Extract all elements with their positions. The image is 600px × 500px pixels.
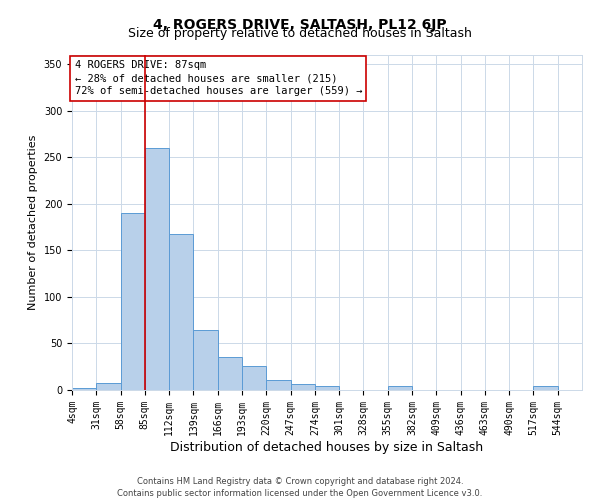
Bar [290, 384, 315, 390]
Bar [193, 330, 218, 390]
Text: 4, ROGERS DRIVE, SALTASH, PL12 6JP: 4, ROGERS DRIVE, SALTASH, PL12 6JP [153, 18, 447, 32]
Bar [72, 388, 96, 390]
Bar [96, 382, 121, 390]
Bar [145, 148, 169, 390]
Bar [315, 386, 339, 390]
Text: 4 ROGERS DRIVE: 87sqm
← 28% of detached houses are smaller (215)
72% of semi-det: 4 ROGERS DRIVE: 87sqm ← 28% of detached … [74, 60, 362, 96]
Bar [242, 366, 266, 390]
Bar [533, 386, 558, 390]
Bar [266, 380, 290, 390]
X-axis label: Distribution of detached houses by size in Saltash: Distribution of detached houses by size … [170, 440, 484, 454]
Text: Size of property relative to detached houses in Saltash: Size of property relative to detached ho… [128, 28, 472, 40]
Bar [218, 358, 242, 390]
Text: Contains HM Land Registry data © Crown copyright and database right 2024.
Contai: Contains HM Land Registry data © Crown c… [118, 476, 482, 498]
Bar [121, 213, 145, 390]
Bar [169, 234, 193, 390]
Y-axis label: Number of detached properties: Number of detached properties [28, 135, 38, 310]
Bar [388, 386, 412, 390]
